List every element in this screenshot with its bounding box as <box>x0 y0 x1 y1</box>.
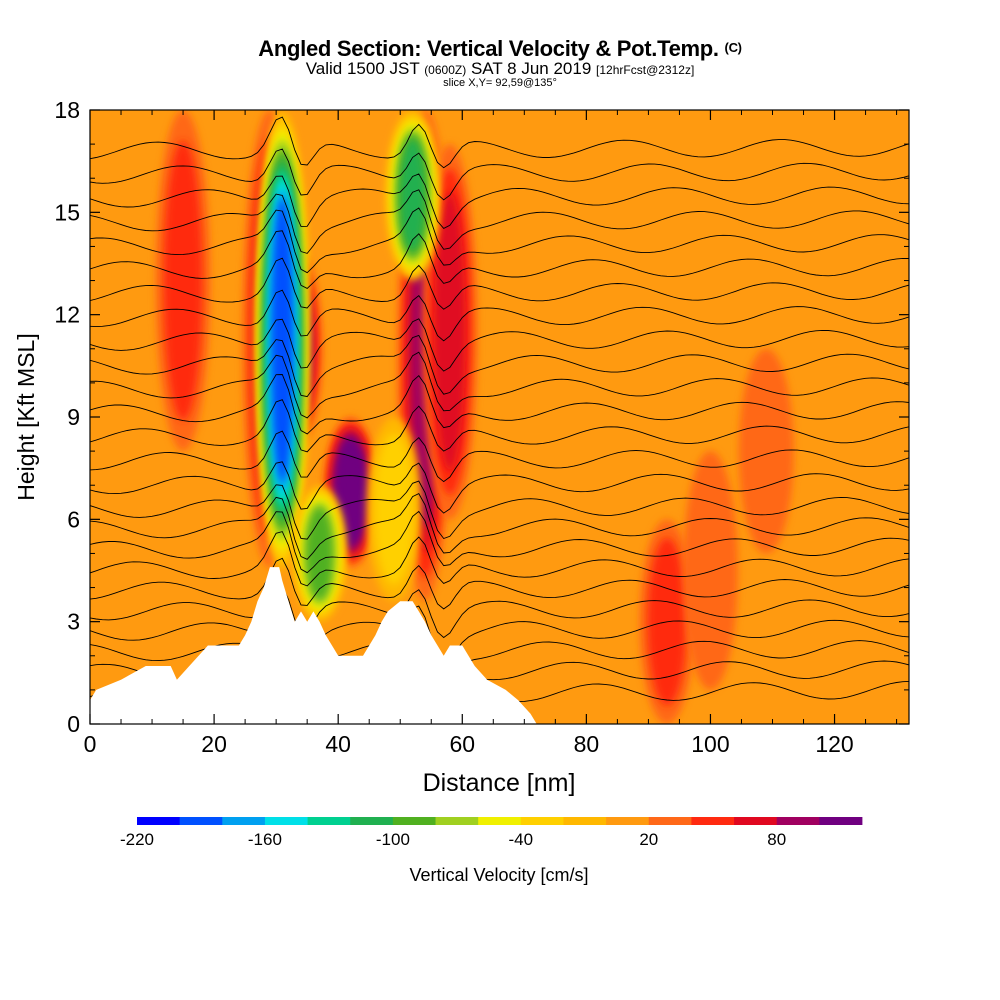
y-tick-label: 12 <box>54 302 80 328</box>
colorbar-swatch <box>435 817 479 825</box>
contour-72 <box>90 148 909 201</box>
terrain-mask <box>90 567 909 724</box>
x-axis-label: Distance [nm] <box>423 769 576 797</box>
y-tick-label: 9 <box>67 404 80 430</box>
colorbar-swatch <box>222 817 266 825</box>
contour-38 <box>90 531 909 587</box>
colorbar-swatch <box>478 817 522 825</box>
contour-34 <box>90 586 909 639</box>
pot-temp-contours <box>90 116 909 714</box>
contour-46 <box>90 461 909 514</box>
colorbar-swatch <box>691 817 735 825</box>
x-tick-label: 60 <box>449 731 475 757</box>
y-tick-label: 15 <box>54 199 80 225</box>
updraft-band <box>163 140 203 421</box>
colorbar-tick-label: -220 <box>120 830 154 849</box>
x-tick-label: 120 <box>815 731 853 757</box>
contour-58 <box>90 318 909 372</box>
contour-56 <box>90 334 909 398</box>
colorbar-swatch <box>819 817 863 825</box>
slice-info: slice X,Y= 92,59@135° <box>443 77 557 89</box>
colorbar: -220 -160 -100 -40 20 80 <box>120 817 863 849</box>
chart-title: Angled Section: Vertical Velocity & Pot.… <box>258 36 742 61</box>
x-tick-label: 20 <box>201 731 227 757</box>
contour-50 <box>90 399 909 453</box>
contour-66 <box>90 207 909 274</box>
terrain-polygon <box>90 567 909 724</box>
contour-44 <box>90 480 909 540</box>
downdraft-band <box>374 433 414 585</box>
x-tick-label: 40 <box>325 731 351 757</box>
contour-62 <box>90 257 909 310</box>
colorbar-swatch <box>648 817 692 825</box>
y-tick-label: 6 <box>67 506 80 532</box>
contour-36 <box>90 557 909 610</box>
x-tick-label: 80 <box>574 731 600 757</box>
contour-32 <box>90 605 909 663</box>
colorbar-tick-label: -160 <box>248 830 282 849</box>
x-tick-label: 100 <box>691 731 729 757</box>
updraft-band <box>738 348 794 554</box>
colorbar-swatch <box>606 817 650 825</box>
contour-54 <box>90 351 909 419</box>
valid-time-line: Valid 1500 JST (0600Z) SAT 8 Jun 2019 [1… <box>305 59 695 78</box>
y-axis-label: Height [Kft MSL] <box>13 333 39 500</box>
x-tick-label: 0 <box>84 731 97 757</box>
colorbar-swatch <box>179 817 223 825</box>
colorbar-swatch <box>776 817 820 825</box>
contour-42 <box>90 493 909 560</box>
contour-48 <box>90 430 909 483</box>
y-tick-label: 3 <box>67 609 80 635</box>
contour-68 <box>90 189 909 254</box>
contour-30 <box>90 617 909 684</box>
contour-52 <box>90 374 909 435</box>
updraft-band <box>433 192 466 472</box>
colorbar-tick-label: -100 <box>376 830 410 849</box>
colorbar-swatch <box>520 817 564 825</box>
colorbar-swatch <box>350 817 394 825</box>
contour-40 <box>90 510 909 574</box>
velocity-field <box>90 110 909 724</box>
contour-60 <box>90 289 909 342</box>
colorbar-label: Vertical Velocity [cm/s] <box>409 865 588 885</box>
updraft-band <box>683 451 738 690</box>
colorbar-tick-label: -40 <box>509 830 534 849</box>
contour-64 <box>90 230 909 289</box>
colorbar-swatch <box>734 817 778 825</box>
downdraft-band <box>306 507 333 600</box>
title-unit: (C) <box>724 40 742 55</box>
axes: 0 20 40 60 80 100 120 0 3 6 9 12 15 18 <box>54 97 909 757</box>
colorbar-swatch <box>137 817 181 825</box>
colorbar-tick-label: 80 <box>767 830 786 849</box>
colorbar-swatch <box>264 817 308 825</box>
y-tick-label: 18 <box>54 97 80 123</box>
colorbar-tick-label: 20 <box>639 830 658 849</box>
colorbar-swatch <box>307 817 351 825</box>
contour-70 <box>90 173 909 229</box>
colorbar-swatch <box>563 817 607 825</box>
y-tick-label: 0 <box>67 711 80 737</box>
contour-74 <box>90 116 909 169</box>
colorbar-swatch <box>392 817 436 825</box>
updraft-band <box>338 442 363 542</box>
